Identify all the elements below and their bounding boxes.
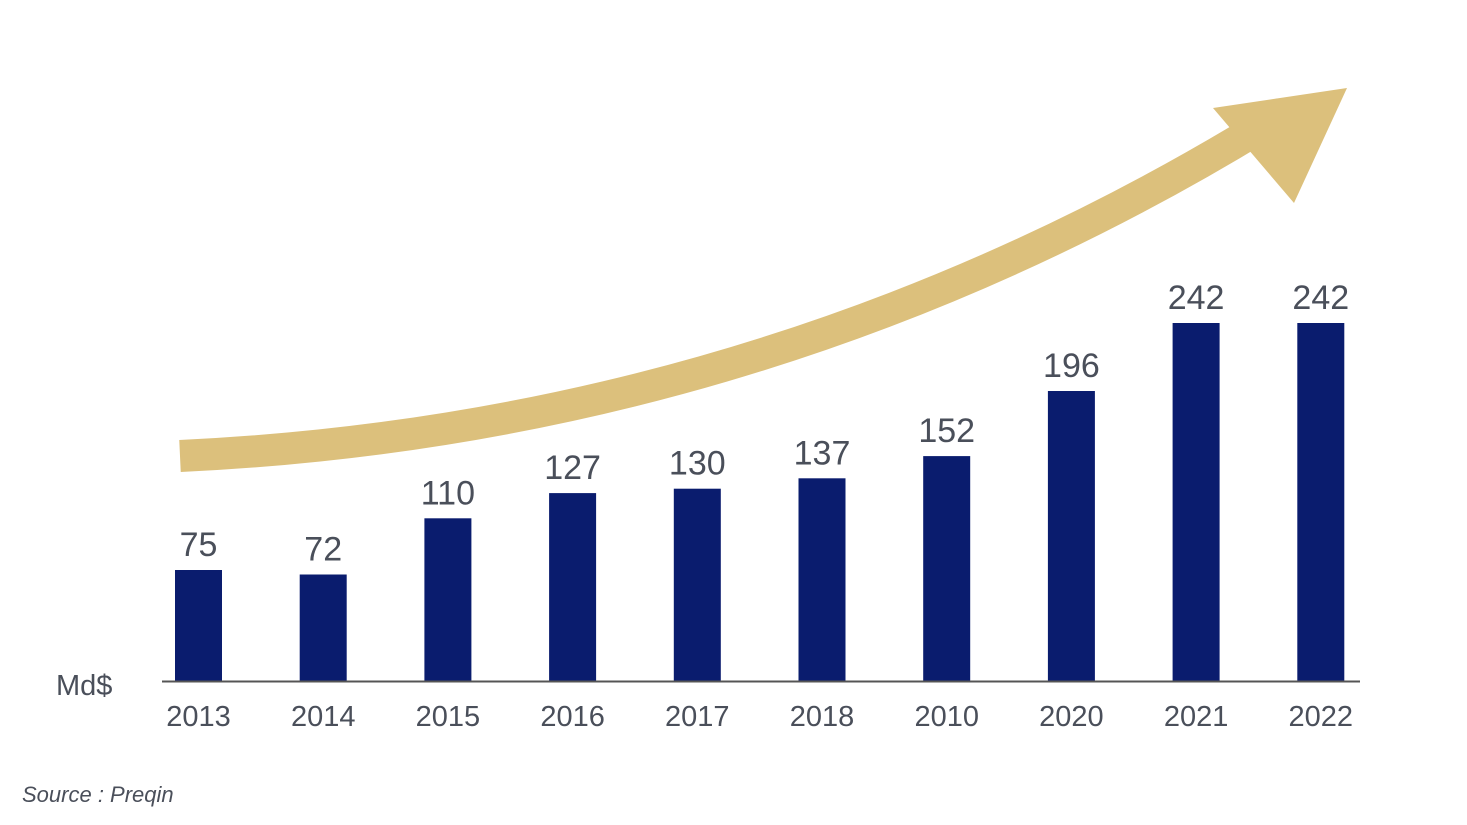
x-tick-label-2016: 2016 xyxy=(540,701,605,733)
trend-arrow-shaft xyxy=(179,98,1294,472)
x-tick-label-2018: 2018 xyxy=(790,701,855,733)
x-tick-label-2022: 2022 xyxy=(1289,701,1354,733)
x-tick-label-2020: 2020 xyxy=(1039,701,1104,733)
data-label-2013: 75 xyxy=(180,526,218,564)
source-note: Source : Preqin xyxy=(22,782,174,807)
x-tick-labels-group: 2013 2014 2015 2016 2017 2018 2010 2020 2021 2022 xyxy=(166,701,1353,733)
bars-group xyxy=(175,323,1345,681)
bar-2017 xyxy=(673,488,721,681)
y-axis-unit-label: Md$ xyxy=(56,670,112,702)
data-label-2022: 242 xyxy=(1292,279,1349,317)
data-label-2017: 130 xyxy=(669,445,726,483)
bar-2014 xyxy=(299,574,347,681)
x-tick-label-2017: 2017 xyxy=(665,701,730,733)
data-label-2015: 110 xyxy=(421,474,475,512)
data-label-2021: 242 xyxy=(1168,279,1225,317)
x-tick-label-2014: 2014 xyxy=(291,701,356,733)
bar-2020 xyxy=(1047,391,1095,681)
bar-2021 xyxy=(1172,323,1220,681)
trend-arrow-head xyxy=(1213,88,1347,203)
data-label-2010: 152 xyxy=(918,412,975,450)
data-labels-group: 75 72 110 127 130 137 152 196 242 242 xyxy=(180,279,1350,569)
bar-2010 xyxy=(923,456,971,681)
bar-2016 xyxy=(549,493,597,681)
bar-2015 xyxy=(424,518,472,681)
bar-2018 xyxy=(798,478,846,681)
data-label-2014: 72 xyxy=(304,531,342,569)
data-label-2020: 196 xyxy=(1043,347,1100,385)
x-tick-label-2021: 2021 xyxy=(1164,701,1229,733)
data-label-2018: 137 xyxy=(794,434,851,472)
bar-2022 xyxy=(1297,323,1345,681)
data-label-2016: 127 xyxy=(544,449,601,487)
x-tick-label-2013: 2013 xyxy=(166,701,231,733)
bar-2013 xyxy=(175,570,222,681)
trend-arrow xyxy=(179,88,1347,472)
x-tick-label-2015: 2015 xyxy=(416,701,481,733)
x-tick-label-2010: 2010 xyxy=(914,701,979,733)
